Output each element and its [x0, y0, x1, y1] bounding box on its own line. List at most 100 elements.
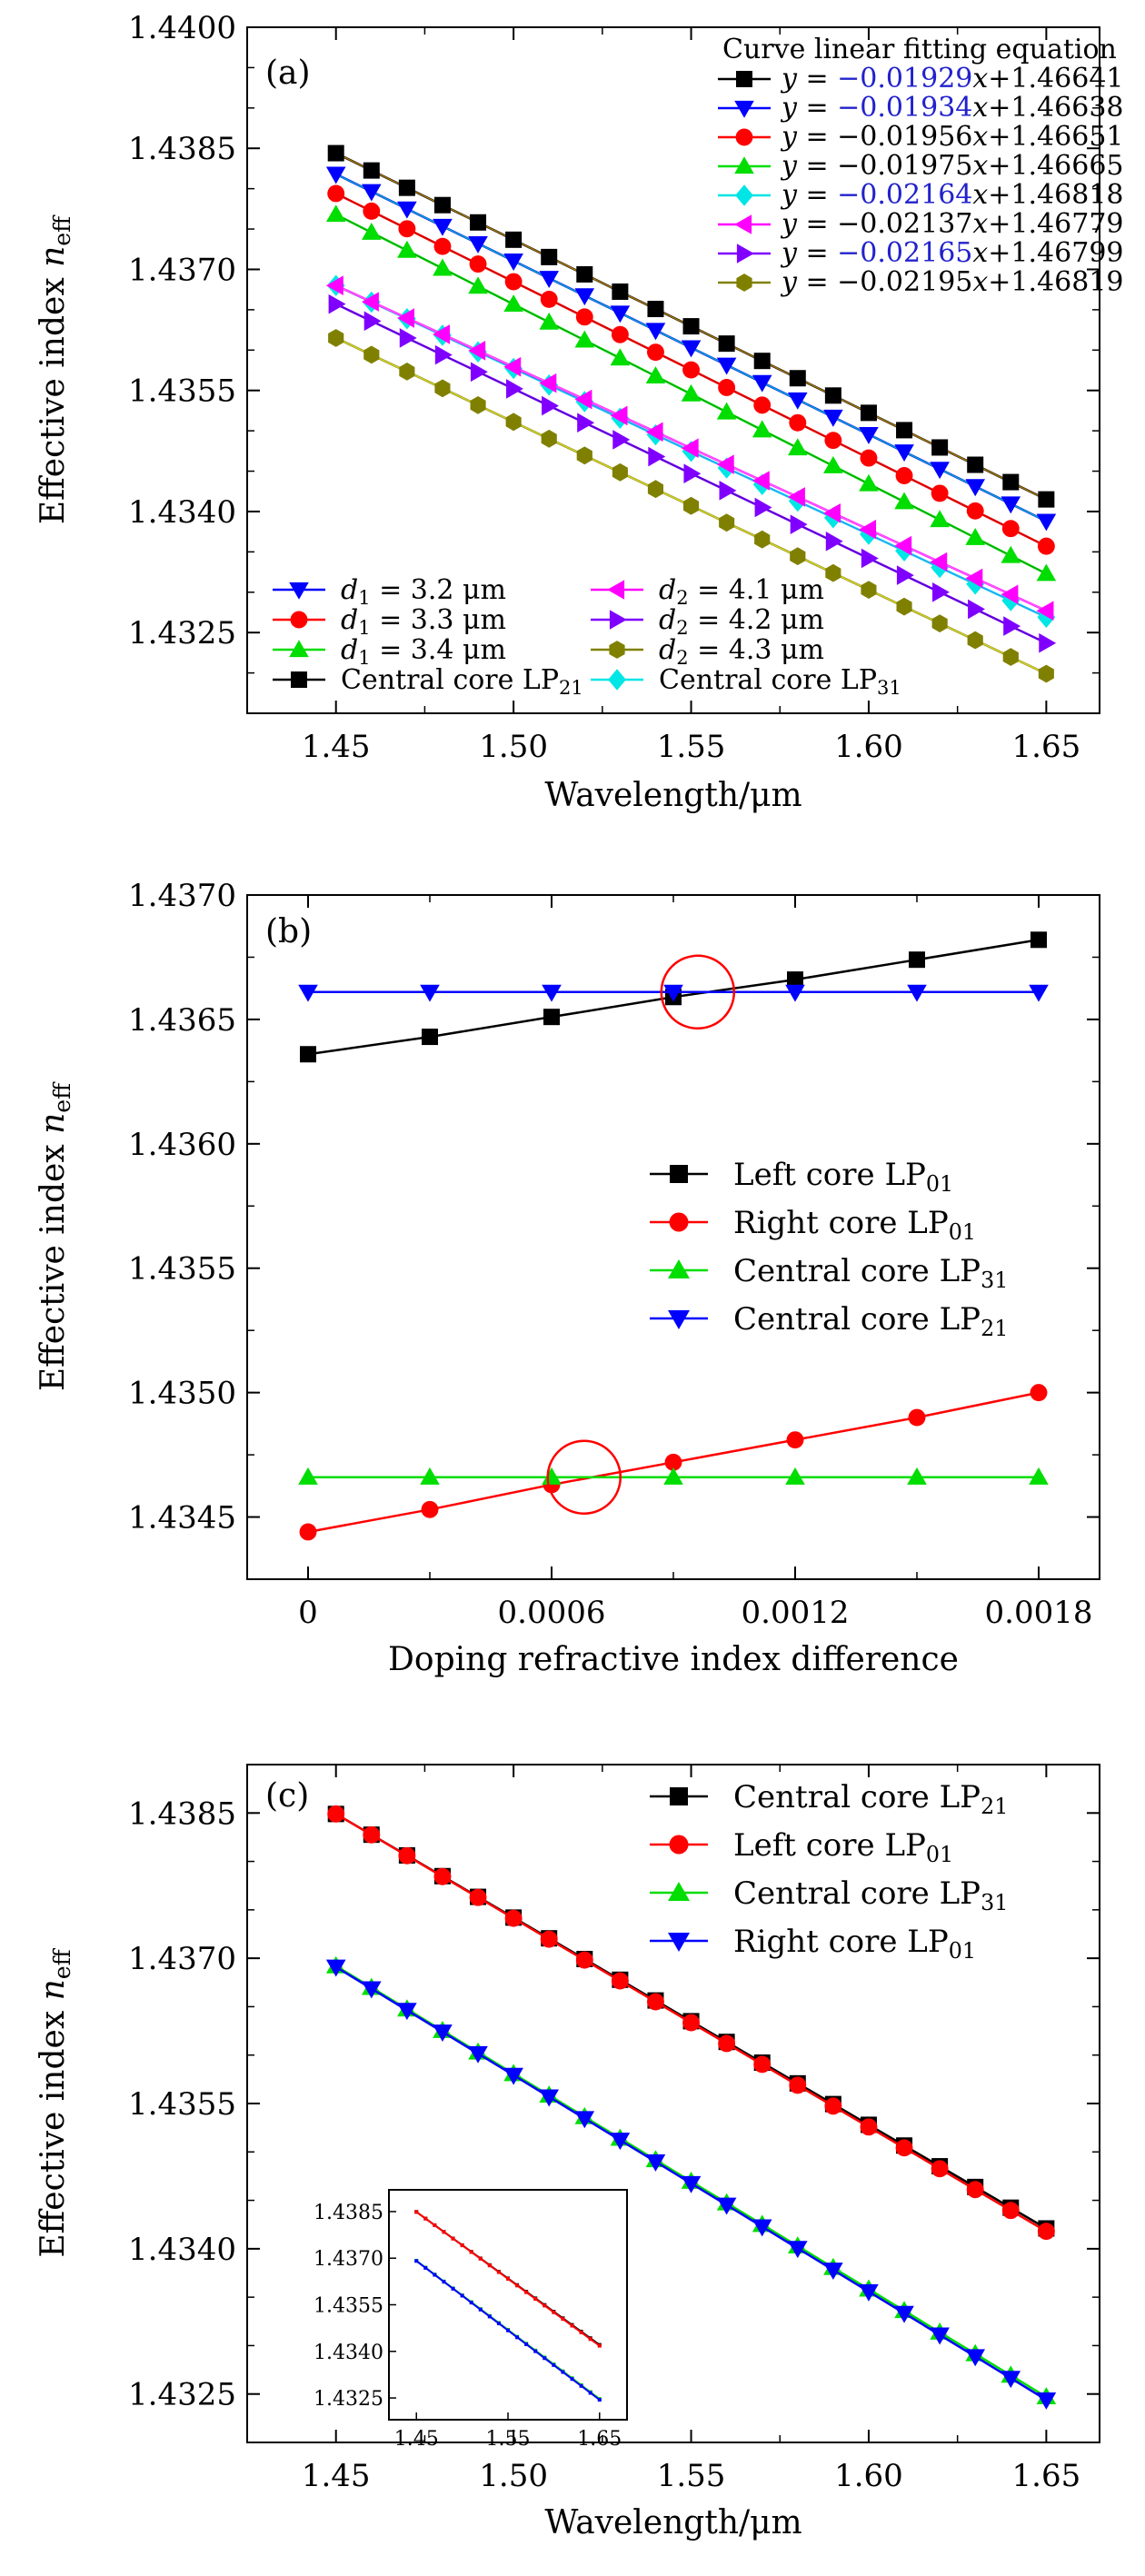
data-point: [645, 2154, 666, 2172]
data-point: [967, 631, 983, 650]
data-point: [328, 293, 346, 314]
y-tick-label: 1.4355: [128, 2086, 236, 2123]
data-point: [541, 248, 558, 265]
data-point: [1001, 496, 1021, 514]
fit-equation-row: y = −0.01956x+1.46651: [718, 121, 1124, 153]
data-point: [1036, 601, 1054, 621]
data-point: [645, 323, 666, 341]
data-point: [931, 439, 949, 456]
legend-item: d1 = 3.2 μm: [273, 574, 506, 609]
data-point: [398, 1846, 416, 1865]
data-point: [664, 1453, 682, 1471]
inset-y-tick-label: 1.4385: [314, 2202, 383, 2224]
data-point: [434, 379, 451, 398]
data-point: [647, 480, 663, 499]
y-tick-label: 1.4340: [128, 494, 236, 531]
data-point: [469, 255, 487, 274]
y-tick-label: 1.4370: [128, 1941, 236, 1977]
fit-equation: y = −0.02195x+1.46819: [780, 266, 1124, 298]
fit-equation-row: y = −0.01934x+1.46638: [718, 92, 1124, 124]
inset-data-point: [597, 2398, 602, 2402]
data-point: [683, 463, 702, 483]
legend-label: Central core LP21: [733, 1779, 1008, 1819]
data-point: [718, 2034, 736, 2053]
data-point: [298, 984, 318, 1002]
data-point: [930, 462, 950, 480]
data-point: [575, 1951, 593, 1969]
data-point: [648, 446, 666, 467]
data-point: [753, 353, 771, 370]
data-point: [825, 563, 841, 582]
data-point: [896, 422, 913, 439]
data-point: [789, 413, 807, 432]
plot-frame-a: [246, 26, 1100, 714]
inset-data-point: [433, 2273, 437, 2277]
data-point: [859, 427, 879, 444]
inset-y-tick-label: 1.4370: [314, 2248, 383, 2271]
data-point: [539, 271, 560, 289]
legend-label: d2 = 4.3 μm: [659, 634, 824, 669]
fit-legend-marker: [736, 71, 752, 87]
fit-equation: y = −0.01975x+1.46665: [780, 150, 1124, 182]
data-point: [716, 402, 737, 420]
data-point: [469, 1888, 487, 1906]
y-tick-label: 1.4350: [128, 1376, 236, 1412]
data-point: [931, 2160, 949, 2178]
inset-data-point: [433, 2223, 437, 2228]
data-point: [503, 2067, 523, 2085]
panel-label-a: (a): [265, 55, 311, 92]
data-point: [787, 487, 805, 507]
legend-marker: [669, 1835, 689, 1855]
data-point: [1030, 931, 1047, 949]
data-point: [895, 467, 913, 484]
data-point: [861, 548, 879, 569]
data-point: [932, 582, 950, 602]
data-point: [543, 1009, 560, 1026]
legend-item: Left core LP01: [650, 1827, 953, 1867]
data-point: [1037, 537, 1055, 555]
x-tick-label: 1.55: [657, 729, 726, 765]
legend-item: d2 = 4.3 μm: [591, 634, 824, 669]
data-point: [421, 1500, 439, 1518]
inset-data-point: [460, 2293, 464, 2298]
data-point: [908, 1408, 926, 1427]
data-point: [433, 2024, 453, 2042]
data-point: [1001, 2202, 1020, 2220]
data-point: [682, 318, 700, 335]
data-point: [327, 184, 345, 203]
data-point: [612, 283, 629, 300]
data-point: [610, 2133, 631, 2151]
data-point: [716, 357, 737, 375]
y-tick-label: 1.4400: [128, 10, 236, 46]
y-axis-label: Effective index neff: [35, 214, 75, 524]
data-point: [719, 513, 735, 532]
legend-item: Central core LP21: [273, 664, 583, 699]
data-point: [611, 325, 629, 343]
data-point: [968, 599, 986, 620]
data-point: [539, 373, 557, 393]
inset-data-point: [533, 2297, 538, 2302]
inset-y-tick-label: 1.4325: [314, 2388, 383, 2411]
x-tick-label: 1.65: [1012, 729, 1081, 765]
data-point: [470, 362, 488, 383]
inset-data-point: [561, 2370, 565, 2374]
data-point: [894, 2305, 914, 2323]
inset-data-point: [506, 2276, 510, 2281]
data-point: [325, 275, 344, 296]
x-axis-label-c: Wavelength/μm: [544, 2504, 802, 2541]
legend-marker: [290, 611, 308, 629]
data-point: [894, 444, 914, 462]
inset-data-point: [442, 2230, 446, 2234]
inset-data-point: [579, 2383, 583, 2388]
fit-equation-row: y = −0.01929x+1.46641: [718, 63, 1124, 94]
data-point: [433, 196, 451, 214]
inset-y-tick-label: 1.4355: [314, 2295, 383, 2318]
series-a-3: [325, 204, 1057, 582]
legend-item: Central core LP31: [591, 664, 901, 699]
data-point: [860, 449, 878, 467]
fit-legend-marker: [734, 100, 754, 118]
data-point: [503, 294, 523, 312]
inset-data-point: [414, 2210, 419, 2214]
legend-item: Central core LP31: [650, 1875, 1008, 1915]
